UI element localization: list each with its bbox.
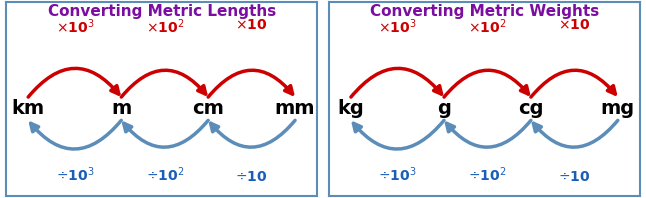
Text: kg: kg bbox=[338, 99, 364, 118]
Text: $\div$10: $\div$10 bbox=[558, 170, 590, 184]
Text: $\div$10$^3$: $\div$10$^3$ bbox=[379, 166, 417, 184]
Text: m: m bbox=[111, 99, 131, 118]
Text: $\div$10$^2$: $\div$10$^2$ bbox=[468, 166, 506, 184]
Text: cm: cm bbox=[193, 99, 224, 118]
Text: $\times$10$^3$: $\times$10$^3$ bbox=[56, 17, 94, 36]
Text: mm: mm bbox=[275, 99, 315, 118]
Text: $\div$10$^2$: $\div$10$^2$ bbox=[145, 166, 184, 184]
Text: $\times$10: $\times$10 bbox=[236, 17, 267, 31]
Text: mg: mg bbox=[601, 99, 635, 118]
Text: $\times$10$^2$: $\times$10$^2$ bbox=[468, 17, 506, 36]
Text: $\times$10: $\times$10 bbox=[558, 17, 590, 31]
Text: $\div$10$^3$: $\div$10$^3$ bbox=[56, 166, 94, 184]
Text: $\div$10: $\div$10 bbox=[236, 170, 267, 184]
Text: km: km bbox=[12, 99, 45, 118]
Text: Converting Metric Lengths: Converting Metric Lengths bbox=[48, 4, 276, 19]
Text: g: g bbox=[437, 99, 451, 118]
Text: Converting Metric Weights: Converting Metric Weights bbox=[370, 4, 599, 19]
Text: $\times$10$^3$: $\times$10$^3$ bbox=[379, 17, 417, 36]
Text: cg: cg bbox=[518, 99, 544, 118]
Text: $\times$10$^2$: $\times$10$^2$ bbox=[145, 17, 184, 36]
